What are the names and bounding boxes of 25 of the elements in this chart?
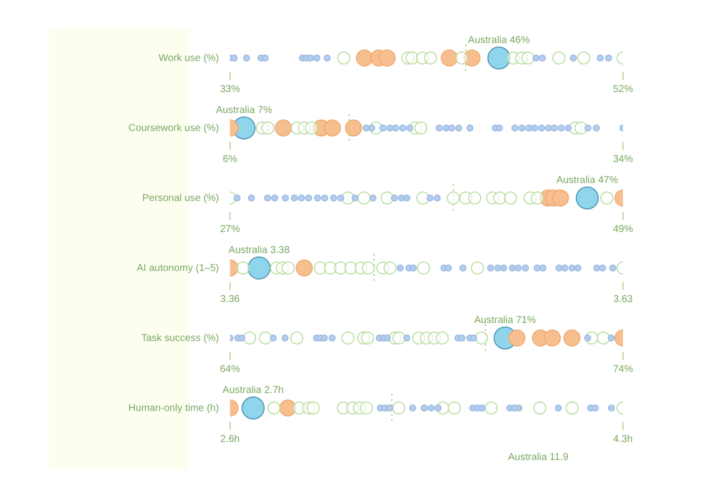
y-tick-label: Coursework use (%) [128, 122, 220, 134]
annotation: Australia 46% [468, 34, 530, 46]
x-tick-label: 52% [612, 84, 634, 95]
x-tick-label: 49% [612, 224, 634, 235]
y-tick-label: Personal use (%) [142, 192, 219, 204]
x-tick-label: 6% [222, 154, 238, 165]
y-tick-label: Task success (%) [141, 332, 219, 344]
x-tick-label: 2.6h [220, 434, 240, 445]
x-tick-label: 64% [220, 364, 240, 375]
x-tick-label: 74% [612, 364, 634, 375]
y-tick-label: Work use (%) [158, 52, 220, 64]
annotation: Australia 3.38 [228, 244, 290, 256]
x-tick-label: 3.63 [613, 294, 634, 305]
annotation: Australia 7% [216, 104, 272, 116]
text: Australia 11.9 [508, 452, 568, 463]
x-tick-label: 33% [220, 84, 240, 95]
y-tick-label: AI autonomy (1–5) [136, 262, 219, 274]
x-tick-label: 4.3h [613, 434, 633, 445]
annotation: Australia 47% [556, 174, 618, 186]
y-tick-label: Human-only time (h) [128, 402, 220, 414]
x-tick-label: 27% [220, 224, 240, 235]
annotation: Australia 2.7h [222, 384, 284, 396]
x-tick-label: 34% [612, 154, 634, 165]
annotation: Australia 71% [474, 314, 536, 326]
x-tick-label: 3.36 [220, 294, 240, 305]
